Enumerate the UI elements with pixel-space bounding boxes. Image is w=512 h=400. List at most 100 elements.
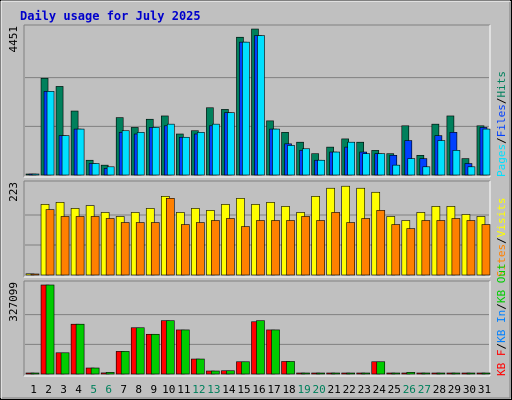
x-tick-label: 6 (105, 383, 112, 396)
x-tick-label: 3 (60, 383, 67, 396)
bar-sites-day-22 (346, 222, 355, 276)
bar-pages-day-12 (197, 132, 205, 176)
bar-pages-day-11 (182, 136, 190, 176)
bar-pages-day-14 (227, 112, 235, 176)
bar-pages-day-28 (437, 140, 446, 176)
bar-sites-day-10 (165, 198, 175, 276)
bar-pages-day-10 (166, 123, 175, 176)
bar-kb-out-day-31 (481, 372, 491, 375)
bar-sites-day-14 (226, 218, 235, 276)
bar-kb-out-day-22 (346, 372, 355, 375)
bar-pages-day-24 (377, 153, 386, 176)
legend-separator: / (495, 137, 508, 144)
bar-sites-day-24 (376, 210, 386, 276)
bar-kb-out-day-30 (466, 372, 476, 375)
x-tick-label: 21 (328, 383, 341, 396)
bar-pages-day-18 (287, 145, 295, 176)
x-tick-label: 30 (463, 383, 476, 396)
bar-sites-day-25 (391, 224, 401, 276)
bar-kb-out-day-19 (301, 372, 310, 375)
bar-kb-out-day-1 (30, 372, 40, 375)
bar-pages-day-25 (392, 164, 401, 176)
bar-sites-day-6 (105, 218, 115, 276)
x-tick-label: 20 (313, 383, 326, 396)
bar-pages-day-31 (482, 128, 491, 176)
bar-pages-day-15 (242, 41, 250, 176)
bar-sites-day-2 (45, 209, 55, 276)
bar-kb-out-day-17 (271, 329, 280, 375)
bar-kb-out-day-18 (286, 361, 295, 375)
bar-sites-day-21 (331, 212, 340, 276)
bar-sites-day-12 (196, 222, 205, 276)
bar-pages-day-21 (332, 151, 340, 176)
x-tick-label: 4 (75, 383, 82, 396)
x-tick-label: 25 (388, 383, 401, 396)
bar-sites-day-7 (120, 222, 130, 276)
bar-kb-out-day-8 (135, 327, 145, 375)
x-tick-label: 12 (192, 383, 205, 396)
x-tick-label: 23 (358, 383, 371, 396)
chart-title: Daily usage for July 2025 (20, 9, 201, 23)
x-tick-label: 19 (297, 383, 310, 396)
bar-pages-day-7 (121, 130, 130, 176)
bar-kb-out-day-11 (181, 329, 190, 375)
bar-sites-day-5 (90, 216, 100, 276)
bar-kb-out-day-29 (451, 372, 461, 375)
x-tick-label: 18 (282, 383, 295, 396)
bar-kb-out-day-10 (165, 320, 175, 375)
x-tick-label: 2 (45, 383, 52, 396)
x-tick-label: 9 (150, 383, 157, 396)
bar-pages-day-22 (347, 141, 355, 176)
x-tick-label: 1 (30, 383, 37, 396)
x-tick-label: 24 (373, 383, 387, 396)
bar-sites-day-4 (75, 216, 85, 276)
bar-pages-day-4 (76, 128, 85, 176)
bar-pages-day-16 (257, 35, 265, 176)
bar-pages-day-20 (317, 159, 325, 176)
bar-sites-day-1 (30, 273, 40, 276)
bar-kb-out-day-3 (60, 352, 70, 375)
bar-sites-day-27 (421, 220, 431, 276)
bar-sites-day-9 (150, 222, 160, 276)
bar-kb-out-day-24 (376, 361, 386, 375)
x-tick-label: 28 (433, 383, 446, 396)
x-tick-label: 22 (343, 383, 356, 396)
bar-sites-day-18 (286, 220, 295, 276)
bar-kb-out-day-2 (45, 284, 55, 375)
bar-pages-day-26 (407, 158, 416, 176)
x-tick-label: 8 (135, 383, 142, 396)
legend-separator: / (495, 98, 508, 105)
bar-kb-out-day-21 (331, 372, 340, 375)
bar-pages-day-6 (106, 166, 115, 176)
bar-kb-out-day-16 (256, 320, 265, 375)
bar-sites-day-26 (406, 228, 416, 276)
bar-kb-out-day-7 (120, 351, 130, 375)
legend-entry: Files (495, 104, 508, 137)
bar-sites-day-28 (436, 220, 446, 276)
bar-kb-out-day-25 (391, 372, 401, 375)
legend-entry: Visits (495, 198, 508, 238)
y-max-label: 4451 (7, 26, 20, 53)
x-tick-label: 15 (237, 383, 250, 396)
legend-entry: KB Out (495, 263, 508, 303)
bar-sites-day-15 (241, 226, 250, 276)
bar-pages-day-8 (136, 132, 145, 176)
x-tick-label: 29 (448, 383, 461, 396)
legend-label: Sites/Visits (495, 198, 508, 278)
bar-sites-day-19 (301, 216, 310, 276)
x-tick-label: 7 (120, 383, 127, 396)
bar-sites-day-16 (256, 220, 265, 276)
bar-pages-day-27 (422, 166, 431, 176)
bar-kb-out-day-27 (421, 372, 431, 375)
y-max-label: 327099 (7, 282, 20, 322)
x-tick-label: 31 (478, 383, 491, 396)
bar-pages-day-13 (212, 123, 220, 176)
bar-kb-out-day-26 (406, 372, 416, 375)
x-tick-label: 17 (267, 383, 280, 396)
bar-pages-day-1 (31, 173, 40, 176)
x-tick-label: 16 (252, 383, 265, 396)
bar-sites-day-11 (181, 224, 190, 276)
